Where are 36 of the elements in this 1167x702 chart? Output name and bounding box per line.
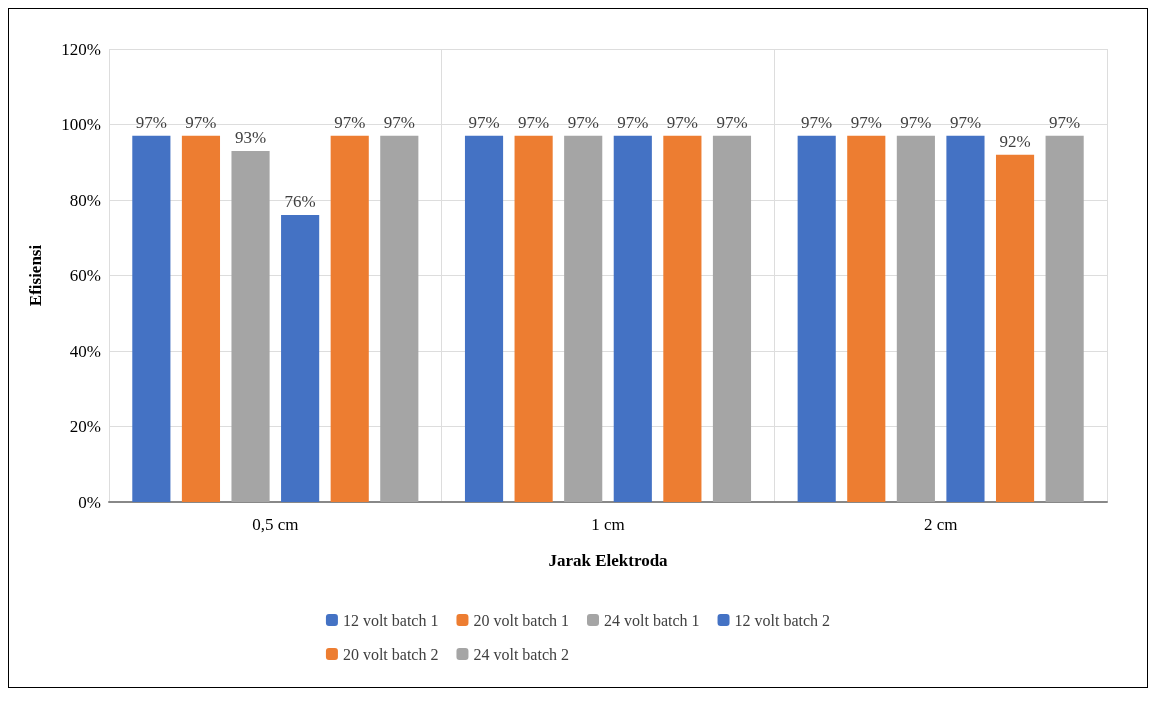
y-tick-label: 80% [69,190,101,210]
y-axis-title: Efisiensi [26,244,45,307]
x-axis-title: Jarak Elektroda [548,551,669,570]
data-label: 97% [185,112,217,132]
legend-label: 24 volt batch 2 [473,645,570,663]
data-label: 76% [284,192,316,212]
y-tick-label: 120% [61,39,101,59]
data-label: 97% [567,112,599,132]
legend-label: 12 volt batch 2 [734,611,831,629]
y-tick-label: 0% [78,492,101,512]
x-tick-label: 0,5 cm [252,515,299,534]
data-label: 93% [234,127,267,147]
data-label: 97% [850,112,882,132]
data-label: 97% [801,112,833,132]
data-label: 97% [518,112,550,132]
legend-label: 24 volt batch 1 [604,611,700,629]
y-tick-label: 100% [61,115,101,134]
legend-label: 12 volt batch 1 [342,611,439,629]
y-tick-label: 20% [69,417,101,436]
x-tick-label: 1 cm [591,515,625,534]
data-label: 97% [334,112,366,132]
legend-label: 20 volt batch 1 [473,611,570,629]
data-label: 97% [617,112,649,132]
data-label: 97% [135,112,167,132]
data-label: 97% [1049,112,1081,132]
data-label: 97% [716,112,748,132]
x-tick-label: 2 cm [923,515,958,534]
y-tick-label: 40% [69,341,101,361]
data-label: 97% [949,112,982,132]
data-label: 97% [383,112,415,132]
y-tick-label: 60% [69,266,101,285]
data-label: 92% [999,131,1031,151]
data-label: 97% [468,112,500,132]
legend-label: 20 volt batch 2 [342,645,439,663]
data-label: 97% [900,112,932,132]
data-label: 97% [666,112,698,132]
